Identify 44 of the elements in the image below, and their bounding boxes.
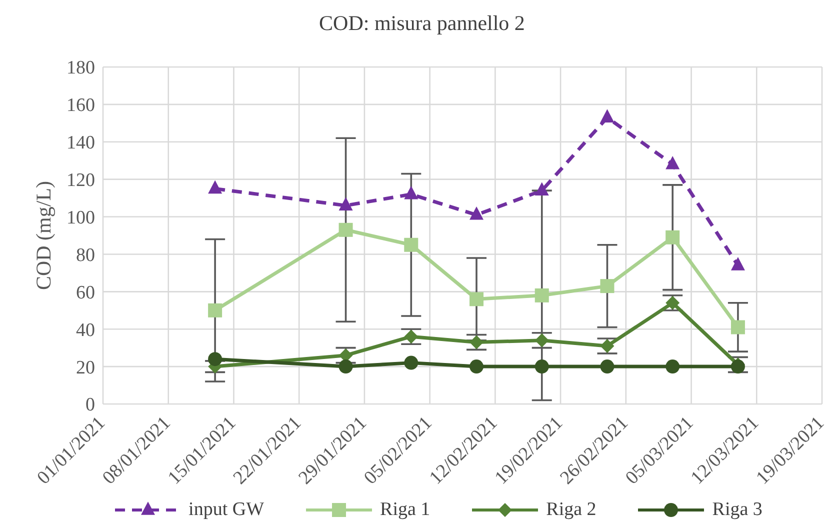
y-tick-label: 20 — [76, 357, 95, 378]
point — [208, 303, 222, 318]
point — [470, 292, 484, 306]
point — [338, 360, 353, 374]
point — [600, 279, 614, 294]
y-tick-label: 80 — [76, 244, 95, 266]
point — [208, 352, 222, 366]
legend-label: Riga 1 — [380, 499, 430, 521]
point — [404, 186, 418, 200]
point — [338, 222, 353, 237]
point — [534, 333, 549, 348]
y-tick-label: 100 — [66, 208, 95, 229]
point — [208, 180, 222, 194]
point — [534, 360, 549, 374]
point — [666, 230, 680, 244]
point — [730, 320, 745, 334]
point — [470, 206, 484, 220]
point — [534, 182, 549, 196]
legend-label: input GW — [188, 499, 264, 521]
point — [600, 109, 614, 122]
y-tick-label: 40 — [76, 320, 95, 341]
point — [666, 296, 680, 310]
y-tick-label: 60 — [76, 282, 95, 304]
y-tick-label: 0 — [86, 394, 95, 416]
point — [666, 156, 680, 170]
y-tick-label: 180 — [66, 58, 95, 79]
point — [470, 360, 484, 374]
y-tick-label: 140 — [66, 132, 95, 154]
legend-label: Riga 3 — [712, 499, 762, 521]
point — [404, 330, 418, 344]
point — [534, 288, 549, 302]
legend-label: Riga 2 — [546, 499, 596, 521]
y-tick-label: 160 — [66, 95, 95, 116]
point — [600, 360, 614, 374]
point — [470, 335, 484, 350]
point — [666, 360, 680, 374]
point — [338, 197, 353, 210]
point — [404, 238, 418, 252]
point — [404, 356, 418, 370]
point — [600, 338, 614, 353]
point — [730, 257, 745, 270]
y-axis-title: COD (mg/L) — [31, 180, 56, 290]
y-tick-label: 120 — [66, 170, 95, 192]
chart-title: COD: misura pannello 2 — [318, 10, 526, 37]
